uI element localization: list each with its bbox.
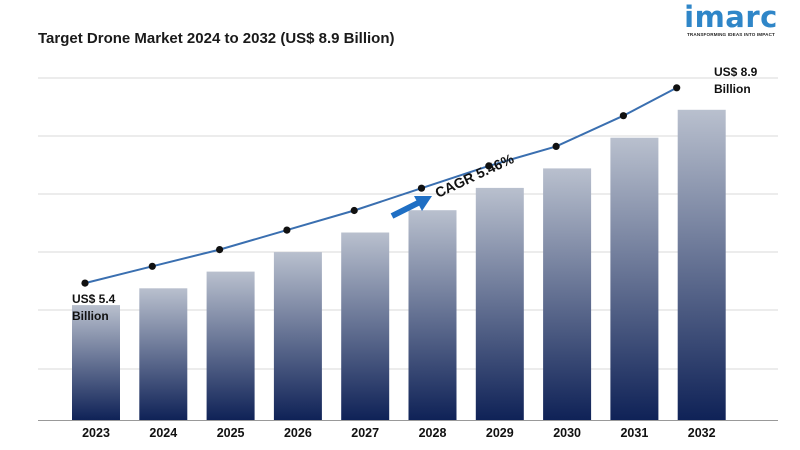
end-value-label-line2: Billion [714, 82, 751, 96]
end-value-label-line1: US$ 8.9 [714, 65, 758, 79]
x-tick-label-2031: 2031 [620, 426, 648, 440]
trend-marker-2031 [619, 112, 628, 120]
x-tick-label-2030: 2030 [553, 426, 581, 440]
trend-marker-2024 [148, 262, 156, 270]
bar-2029 [475, 187, 524, 420]
x-axis: 2023 2024 2025 2026 2027 2028 2029 2030 2031 2032 [38, 420, 778, 440]
bar-2030 [543, 168, 592, 420]
bar-2026 [273, 252, 322, 420]
bar-2025 [206, 271, 255, 420]
trend-marker-2027 [350, 206, 358, 215]
bar-2024 [139, 288, 188, 420]
logo-tagline: TRANSFORMING IDEAS INTO IMPACT [686, 32, 776, 37]
trend-marker-2029 [485, 162, 493, 170]
x-tick-label-2027: 2027 [351, 426, 379, 440]
trend-marker-2032 [673, 84, 681, 92]
bar-2023 [72, 305, 120, 420]
bar-2031 [610, 137, 659, 420]
imarc-logo: imarc TRANSFORMING IDEAS INTO IMPACT [678, 2, 784, 44]
cagr-arrow [390, 196, 432, 219]
x-tick-label-2032: 2032 [688, 426, 716, 440]
bar-2027 [341, 232, 390, 420]
start-value-label-line1: US$ 5.4 [72, 292, 116, 306]
start-value-label-line2: Billion [72, 309, 109, 323]
trend-polyline [84, 86, 678, 285]
bar-2032 [677, 109, 726, 421]
trend-marker-2023 [81, 279, 89, 287]
bar-2028 [408, 210, 457, 420]
x-tick-label-2023: 2023 [82, 426, 110, 440]
x-tick-label-2024: 2024 [149, 426, 177, 440]
trend-marker-2025 [216, 246, 224, 254]
x-tick-label-2026: 2026 [284, 426, 312, 440]
x-tick-label-2028: 2028 [419, 426, 447, 440]
x-tick-label-2025: 2025 [217, 426, 245, 440]
logo-wordmark: imarc [684, 0, 778, 34]
trend-marker-2030 [552, 142, 560, 150]
trend-line [81, 84, 681, 287]
x-tick-label-2029: 2029 [486, 426, 514, 440]
chart-title: Target Drone Market 2024 to 2032 (US$ 8.… [38, 30, 395, 47]
bars [72, 109, 726, 421]
trend-marker-2026 [283, 226, 291, 234]
trend-marker-2028 [417, 184, 426, 192]
